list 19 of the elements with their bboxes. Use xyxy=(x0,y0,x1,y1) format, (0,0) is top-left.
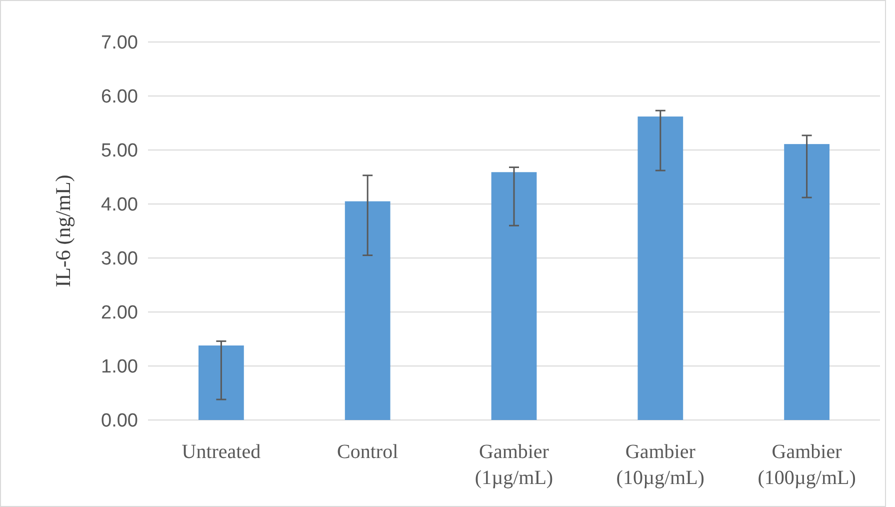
bar xyxy=(784,144,830,420)
x-tick-label: Gambier (1µg/mL) xyxy=(474,441,554,489)
x-tick-label: Gambier (100µg/mL) xyxy=(758,441,856,489)
x-tick-label: Gambier (10µg/mL) xyxy=(616,441,704,489)
y-tick-label: 6.00 xyxy=(101,86,138,108)
x-tick-label: Untreated xyxy=(182,441,261,463)
y-tick-label: 3.00 xyxy=(101,248,138,270)
y-tick-label: 7.00 xyxy=(101,32,138,54)
y-tick-label: 0.00 xyxy=(101,410,138,432)
bar xyxy=(638,116,684,420)
bar xyxy=(491,172,537,420)
x-tick-label: Control xyxy=(337,441,399,463)
y-tick-label: 1.00 xyxy=(101,356,138,378)
bar xyxy=(344,201,390,420)
y-tick-label: 4.00 xyxy=(101,194,138,216)
y-tick-label: 2.00 xyxy=(101,302,138,324)
bar xyxy=(198,345,244,420)
y-axis-title: IL-6 (ng/mL) xyxy=(51,174,75,288)
y-tick-label: 5.00 xyxy=(101,140,138,162)
